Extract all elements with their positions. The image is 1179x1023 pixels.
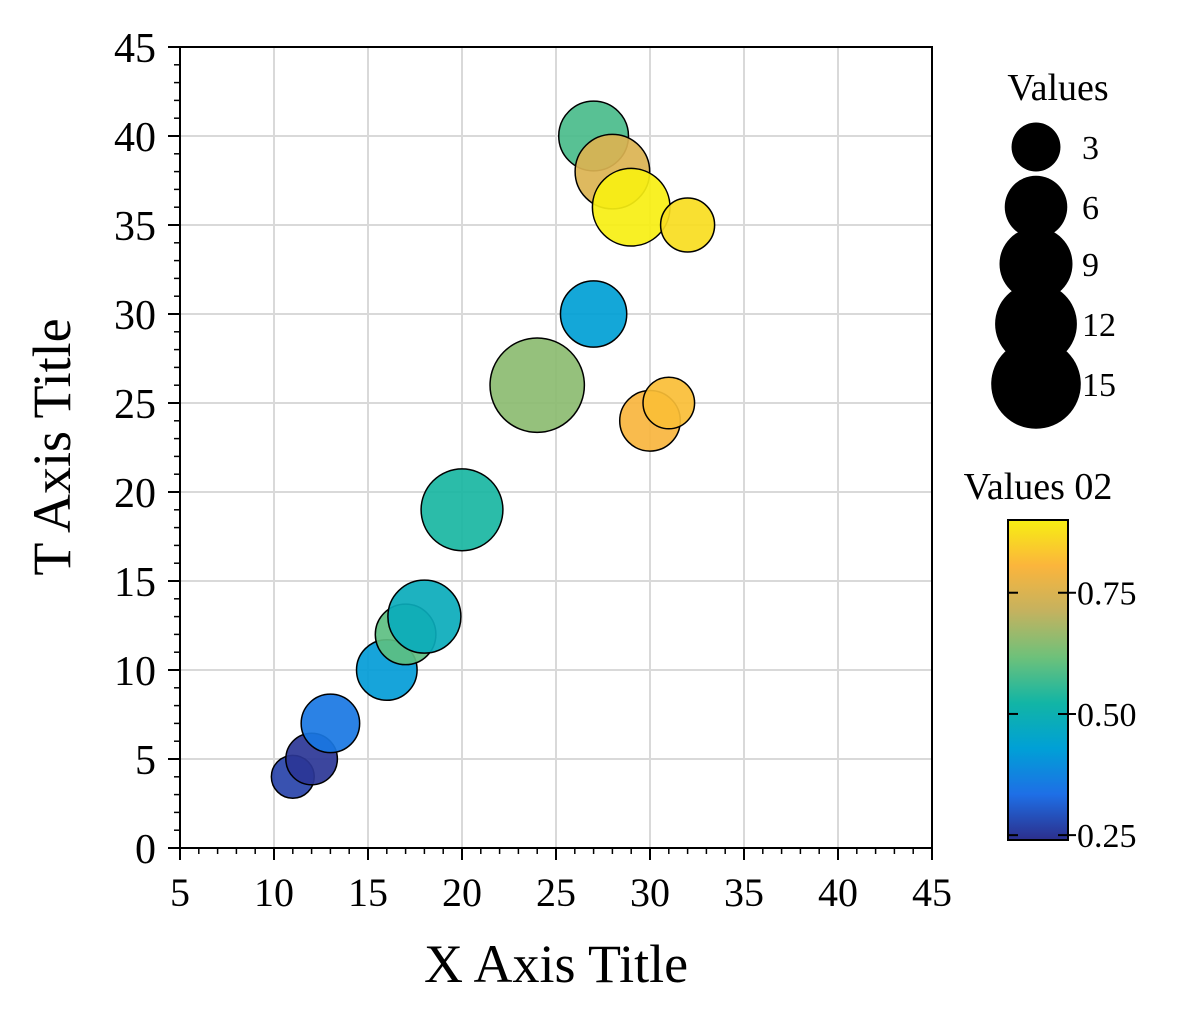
y-tick-label: 5	[135, 738, 156, 784]
x-tick-label: 35	[724, 870, 764, 915]
colorbar-tick-label: 0.75	[1077, 576, 1137, 613]
y-tick-label: 15	[114, 560, 156, 606]
data-points	[270, 100, 716, 799]
colorbar-gradient	[1007, 519, 1069, 841]
size-legend-marker	[1004, 175, 1068, 239]
x-tick-label: 15	[348, 870, 388, 915]
size-legend-marker	[999, 227, 1073, 301]
size-legend: Values 3 6 9 12 15	[991, 67, 1116, 429]
y-tick-label: 10	[114, 649, 156, 695]
size-legend-label: 3	[1082, 130, 1099, 167]
x-tick-label: 20	[442, 870, 482, 915]
x-tick-label: 25	[536, 870, 576, 915]
bubble-point	[659, 197, 716, 253]
size-legend-marker	[1011, 122, 1061, 172]
colorbar: Values 02 0.25 0.50 0.75	[964, 466, 1137, 855]
colorbar-tick-label: 0.50	[1077, 697, 1137, 734]
y-tick-label: 35	[114, 204, 156, 250]
minor-ticks	[174, 64, 914, 854]
x-tick-label: 45	[912, 870, 952, 915]
y-tick-label: 20	[114, 471, 156, 517]
x-tick-label: 5	[170, 870, 190, 915]
x-axis-title: X Axis Title	[424, 934, 688, 994]
y-axis-title: T Axis Title	[22, 318, 82, 575]
size-legend-title: Values	[1007, 67, 1108, 109]
x-tick-label: 40	[818, 870, 858, 915]
size-legend-label: 6	[1082, 190, 1099, 227]
plot-frame	[179, 46, 933, 849]
size-legend-label: 12	[1082, 307, 1116, 344]
size-legend-label: 9	[1082, 247, 1099, 284]
y-tick-label: 45	[114, 26, 156, 72]
grid-lines	[180, 47, 932, 848]
bubble-point	[559, 280, 628, 348]
bubble-point	[300, 693, 361, 754]
y-tick-labels: 0 5 10 15 20 25 30 35 40 45	[114, 26, 156, 873]
bubble-point	[489, 337, 586, 434]
size-legend-marker	[991, 339, 1081, 429]
y-tick-label: 30	[114, 293, 156, 339]
colorbar-title: Values 02	[964, 466, 1113, 508]
x-tick-label: 10	[254, 870, 294, 915]
bubble-point	[420, 468, 504, 552]
size-legend-label: 15	[1082, 367, 1116, 404]
bubble-point	[642, 376, 696, 430]
colorbar-tick-label: 0.25	[1077, 818, 1137, 855]
bubble-point	[591, 167, 671, 247]
y-tick-label: 40	[114, 115, 156, 161]
y-tick-label: 0	[135, 827, 156, 873]
x-tick-labels: 5 10 15 20 25 30 35 40 45	[170, 870, 952, 915]
x-tick-label: 30	[630, 870, 670, 915]
bubble-point	[387, 579, 462, 654]
y-tick-label: 25	[114, 382, 156, 428]
major-ticks	[168, 46, 933, 860]
